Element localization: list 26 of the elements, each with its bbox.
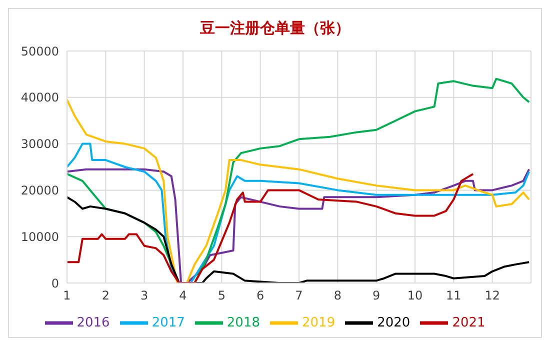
x-tick-label: 11 [446,288,462,303]
legend-label: 2020 [377,316,410,331]
x-tick-label: 6 [256,288,264,303]
x-tick-label: 2 [102,288,110,303]
y-tick-label: 20000 [20,183,59,198]
legend-label: 2017 [152,316,185,331]
y-tick-label: 0 [51,276,59,290]
x-tick-label: 7 [295,288,303,303]
y-tick-label: 10000 [20,230,59,244]
legend-label: 2018 [226,316,260,331]
x-tick-label: 5 [218,288,226,303]
legend-label: 2016 [76,316,110,331]
x-tick-label: 1 [63,288,71,303]
legend-label: 2019 [302,316,336,331]
line-series [67,172,474,283]
x-tick-label: 9 [372,288,380,303]
legend-label: 2021 [452,316,486,331]
y-tick-label: 40000 [20,90,59,105]
x-tick-label: 8 [334,288,342,303]
x-tick-label: 3 [140,288,148,303]
y-tick-label: 30000 [20,137,59,152]
x-tick-label: 10 [407,288,423,303]
chart-title: 豆一注册仓单量（张） [199,18,351,39]
y-tick-label: 50000 [20,44,59,58]
x-tick-label: 12 [484,288,500,303]
x-tick-label: 4 [179,288,187,303]
